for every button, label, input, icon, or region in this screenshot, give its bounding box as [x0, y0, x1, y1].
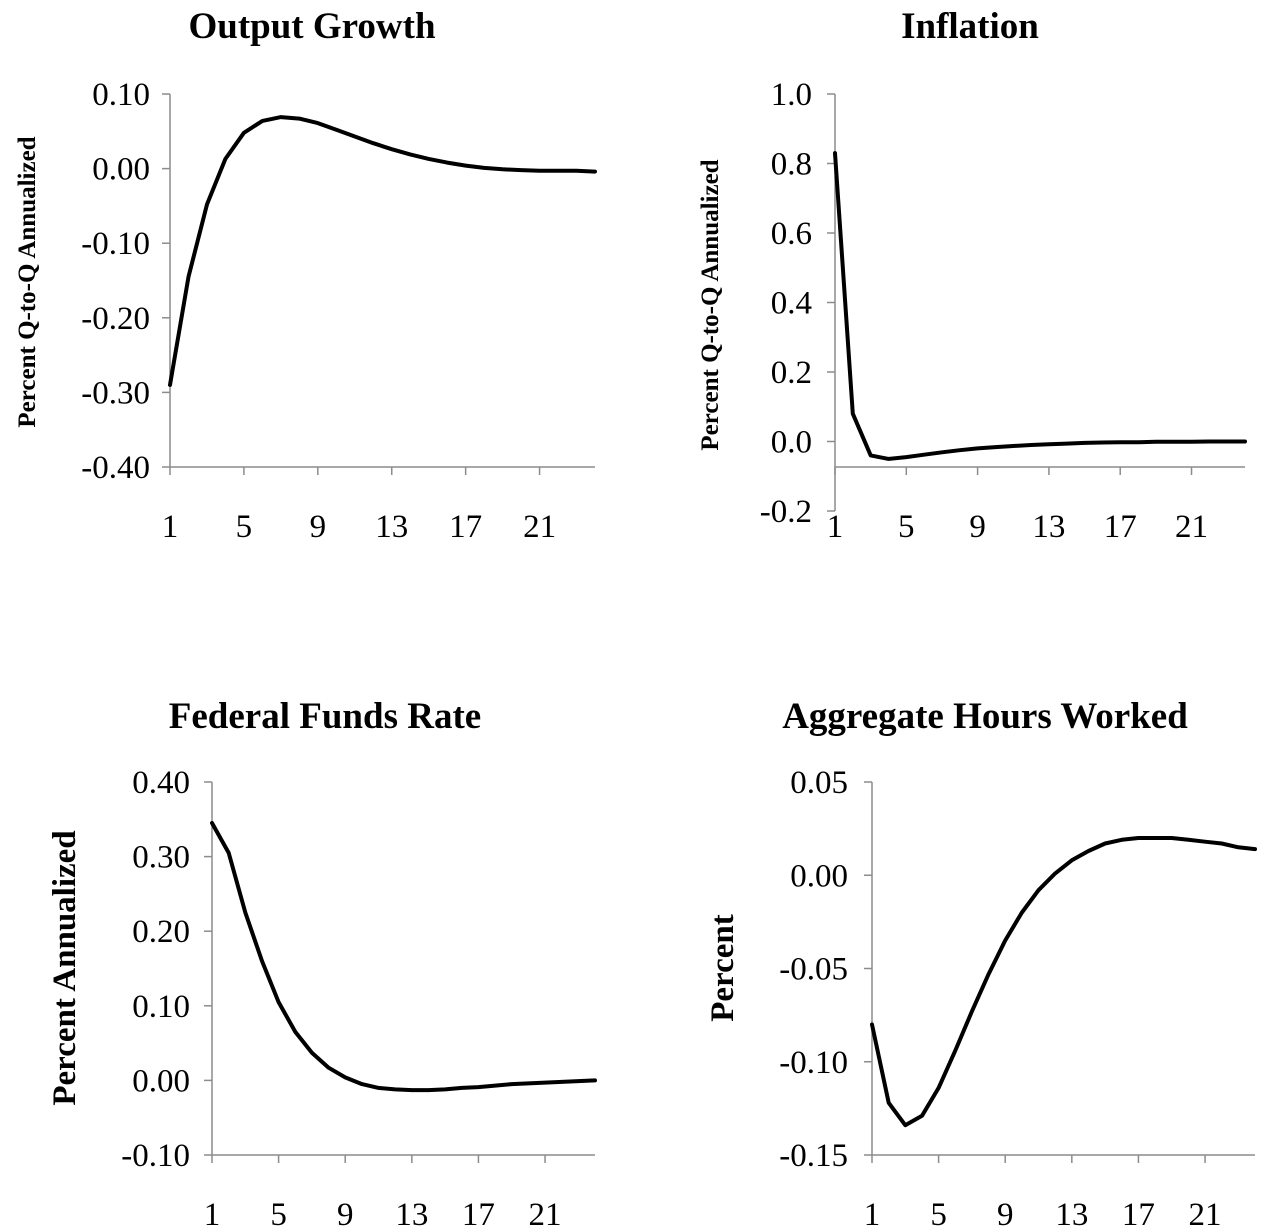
chart-3-ytick-label: 0.40: [132, 765, 190, 801]
chart-2-ylabel: Percent Q-to-Q Annualized: [697, 159, 724, 450]
chart-2-ytick-label: 1.0: [771, 77, 812, 113]
chart-1-ytick-label: 0.00: [92, 152, 150, 188]
chart-3-title: Federal Funds Rate: [169, 696, 481, 737]
chart-1-xtick-label: 9: [310, 509, 327, 545]
chart-3-xtick-label: 17: [462, 1197, 495, 1228]
chart-2-xtick-label: 1: [827, 509, 844, 545]
chart-3: Federal Funds Rate Percent Annualized 0.40…: [47, 696, 597, 1228]
chart-3-ytick-label: 0.30: [132, 840, 190, 876]
chart-4-xtick-label: 1: [864, 1197, 881, 1228]
chart-1: Output Growth Percent Q-to-Q Annualized 0.…: [14, 6, 597, 545]
chart-3-ytick-label: -0.10: [121, 1138, 190, 1174]
chart-2-ytick-label: -0.2: [760, 494, 812, 530]
chart-4-ytick-label: -0.10: [779, 1045, 848, 1081]
chart-3-xtick-label: 9: [337, 1197, 354, 1228]
chart-4-xtick-label: 9: [997, 1197, 1014, 1228]
chart-3-xtick-label: 21: [529, 1197, 562, 1228]
chart-1-ytick-label: -0.40: [81, 450, 150, 486]
chart-2: Inflation Percent Q-to-Q Annualized 1.0 0.8…: [697, 6, 1247, 545]
chart-4-ytick-label: -0.05: [779, 952, 848, 988]
chart-1-ylabel: Percent Q-to-Q Annualized: [14, 136, 41, 427]
chart-2-xtick-label: 9: [969, 509, 986, 545]
chart-1-ytick-label: -0.10: [81, 226, 150, 262]
chart-1-xtick-label: 1: [162, 509, 179, 545]
chart-1-xtick-label: 17: [449, 509, 482, 545]
chart-4-ytick-label: 0.00: [790, 858, 848, 894]
chart-2-xtick-label: 21: [1175, 509, 1208, 545]
chart-4-ytick-label: -0.15: [779, 1138, 848, 1174]
chart-2-title: Inflation: [901, 6, 1039, 47]
chart-1-ytick-label: 0.10: [92, 77, 150, 113]
chart-2-series-line: [833, 151, 1247, 461]
chart-3-ytick-label: 0.20: [132, 914, 190, 950]
chart-2-ytick-label: 0.6: [771, 216, 812, 252]
chart-4-ytick-label: 0.05: [790, 765, 848, 801]
chart-4-xtick-label: 5: [930, 1197, 947, 1228]
chart-4-ylabel: Percent: [705, 914, 741, 1022]
chart-3-ytick-label: 0.00: [132, 1063, 190, 1099]
chart-2-ytick-label: 0.2: [771, 355, 812, 391]
chart-3-xtick-label: 13: [395, 1197, 428, 1228]
chart-4-xtick-label: 13: [1055, 1197, 1088, 1228]
chart-2-xtick-label: 17: [1104, 509, 1137, 545]
chart-4-series-line: [870, 836, 1257, 1128]
chart-3-xtick-label: 1: [204, 1197, 221, 1228]
chart-1-ytick-label: -0.30: [81, 375, 150, 411]
chart-2-xtick-label: 5: [898, 509, 915, 545]
chart-3-series-line: [210, 821, 597, 1093]
chart-4: Aggregate Hours Worked Percent 0.05 0.00 -0.…: [705, 696, 1257, 1228]
chart-3-xtick-label: 5: [270, 1197, 287, 1228]
chart-4-xtick-label: 21: [1189, 1197, 1222, 1228]
chart-1-ytick-label: -0.20: [81, 301, 150, 337]
chart-1-xtick-label: 13: [375, 509, 408, 545]
chart-3-ylabel: Percent Annualized: [47, 830, 83, 1105]
chart-1-xtick-label: 5: [236, 509, 253, 545]
chart-1-xtick-label: 21: [523, 509, 556, 545]
chart-2-ytick-label: 0.8: [771, 147, 812, 183]
chart-3-ytick-label: 0.10: [132, 989, 190, 1025]
chart-2-xtick-label: 13: [1032, 509, 1065, 545]
chart-2-ytick-label: 0.0: [771, 425, 812, 461]
chart-1-series-line: [168, 115, 597, 387]
chart-2-ytick-label: 0.4: [771, 286, 812, 322]
chart-4-title: Aggregate Hours Worked: [782, 696, 1188, 737]
chart-4-xtick-label: 17: [1122, 1197, 1155, 1228]
chart-1-title: Output Growth: [188, 6, 435, 47]
